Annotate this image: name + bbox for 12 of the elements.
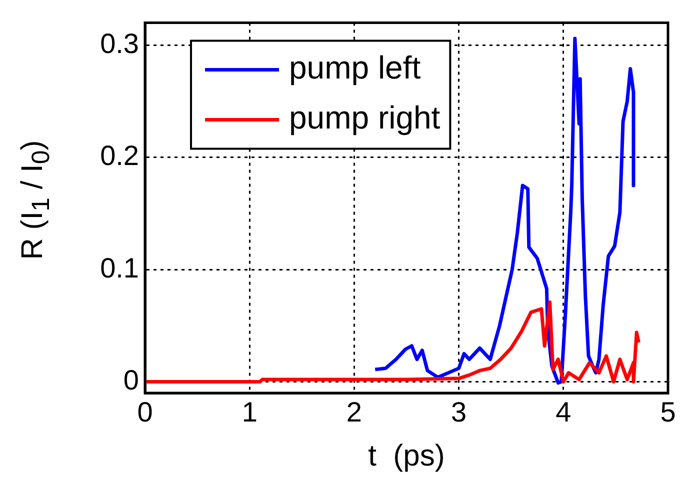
x-tick-label: 3: [451, 396, 467, 428]
x-tick-label: 2: [346, 396, 362, 428]
legend-label: pump left: [289, 50, 421, 86]
y-tick-label: 0.3: [100, 28, 139, 59]
legend-label: pump right: [289, 100, 440, 136]
x-tick-label: 1: [242, 396, 258, 428]
y-tick-label: 0.2: [100, 140, 139, 172]
y-tick-label: 0.1: [100, 252, 139, 284]
y-tick-label: 0: [123, 364, 139, 396]
x-axis-title: t (ps): [368, 439, 445, 472]
x-tick-label: 4: [556, 396, 572, 428]
x-tick-label: 5: [660, 396, 676, 428]
